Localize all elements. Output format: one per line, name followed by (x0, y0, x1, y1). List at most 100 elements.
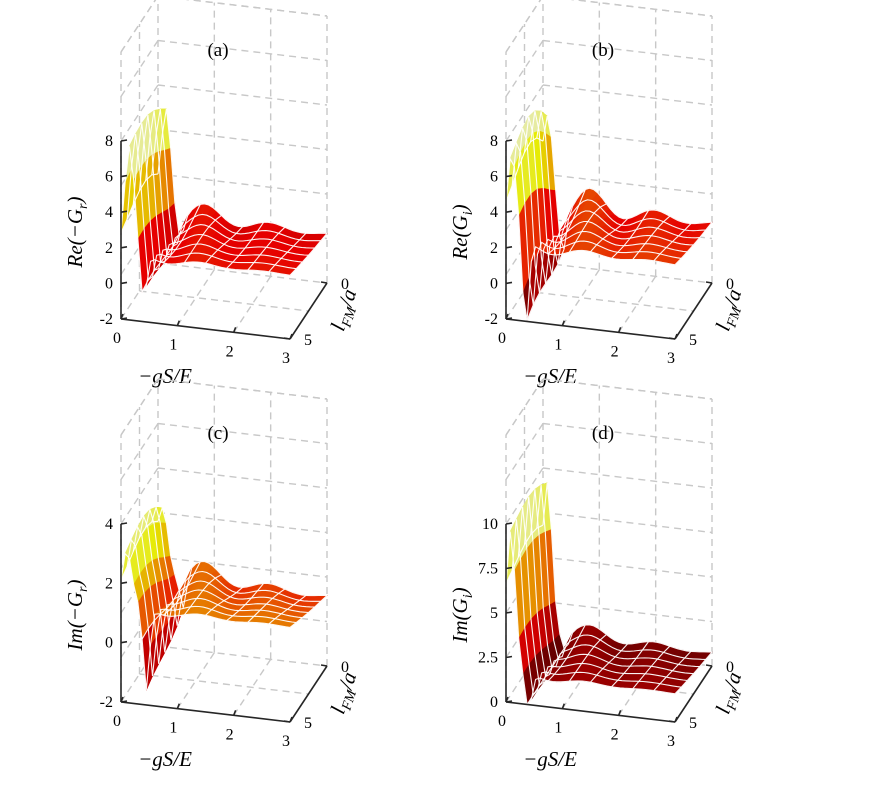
x-axis-line (120, 701, 291, 723)
mesh-line (120, 520, 159, 581)
x-tick (561, 703, 566, 709)
surface-mesh (120, 505, 328, 691)
z-tick-label: 7.5 (478, 561, 498, 578)
z-tick-label: -2 (485, 311, 498, 328)
mesh-line (183, 214, 222, 264)
x-tick-label: 3 (282, 733, 290, 750)
grid-line (542, 600, 713, 623)
z-tick-label: 4 (105, 204, 113, 221)
z-tick (120, 581, 128, 585)
axes (120, 522, 328, 723)
x-tick (674, 333, 678, 340)
z-tick (120, 700, 128, 703)
grid-line (157, 84, 328, 106)
x-axis-line (505, 318, 676, 340)
y-tick (668, 720, 676, 723)
x-axis-line (505, 701, 676, 723)
grid-line (157, 39, 328, 62)
y-axis-label: lFM/a (710, 286, 750, 335)
mesh-line (568, 203, 607, 253)
x-tick-label: 0 (498, 713, 506, 730)
x-tick-label: 1 (554, 337, 562, 354)
z-tick-label: 8 (490, 133, 498, 150)
grid-line (542, 39, 713, 62)
grid-line (570, 0, 713, 17)
y-axis-line (289, 282, 328, 340)
mesh-line (162, 561, 201, 616)
mesh-line (226, 583, 265, 622)
x-tick (289, 333, 293, 340)
x-axis-label: −gS/E (523, 364, 577, 388)
z-tick (505, 700, 513, 703)
z-tick-label: 4 (105, 516, 113, 533)
grid-line (157, 645, 328, 667)
surface (120, 108, 328, 293)
y-tick-label: 5 (304, 715, 312, 732)
z-axis-label: Im(Gi) (448, 587, 476, 643)
x-tick-label: 3 (667, 350, 675, 367)
x-tick (176, 320, 181, 326)
x-tick (289, 716, 293, 723)
panel-title: (c) (207, 423, 228, 444)
z-axis-label: Im(−Gr) (63, 580, 91, 652)
z-tick (120, 317, 128, 320)
mesh-line (289, 595, 328, 628)
surface-mesh (120, 108, 328, 294)
y-tick (283, 720, 291, 723)
z-tick (505, 210, 513, 213)
mesh-line (590, 218, 628, 253)
mesh-line (162, 204, 201, 264)
grid-line (542, 556, 713, 578)
z-tick (505, 139, 513, 142)
x-tick (505, 696, 509, 703)
grid-line (176, 652, 215, 710)
x-axis-label: −gS/E (523, 747, 577, 771)
mesh-line (247, 226, 286, 271)
axes (505, 139, 713, 340)
x-tick (176, 703, 181, 709)
mesh-line (653, 651, 692, 691)
y-tick (320, 281, 328, 284)
mesh-line (289, 232, 328, 276)
mesh-line (590, 643, 628, 683)
y-tick (320, 664, 328, 667)
z-tick (505, 655, 513, 659)
grid-line (157, 422, 328, 445)
mesh-line (268, 232, 307, 273)
y-tick-label: 0 (726, 276, 734, 293)
x-tick (617, 327, 622, 333)
x-tick (674, 716, 678, 723)
mesh-line (157, 108, 328, 236)
mesh-line (632, 645, 671, 690)
z-tick-label: -2 (100, 694, 113, 711)
grid-line (542, 511, 713, 534)
mesh-line (674, 221, 713, 266)
grid-line (176, 269, 215, 327)
y-tick-label: 5 (689, 715, 697, 732)
x-tick (232, 710, 237, 716)
mesh-line (505, 137, 544, 202)
y-axis-line (674, 282, 713, 340)
grid-line (561, 269, 600, 327)
axes (505, 522, 713, 723)
z-tick-label: 4 (490, 204, 498, 221)
grid-line (157, 128, 328, 151)
x-tick-label: 1 (554, 720, 562, 737)
grid-line (157, 262, 328, 284)
grid-line (157, 556, 328, 578)
z-axis-label: Re(−Gr) (63, 197, 91, 269)
z-tick (505, 611, 513, 614)
z-tick (120, 522, 128, 525)
y-tick (668, 337, 676, 340)
x-tick-label: 3 (667, 733, 675, 750)
x-tick-label: 1 (169, 720, 177, 737)
mesh-line (183, 574, 222, 616)
grid-line (542, 173, 713, 195)
mesh-line (247, 588, 286, 623)
y-tick (283, 337, 291, 340)
z-tick (505, 246, 513, 249)
y-axis-label: lFM/a (710, 669, 750, 718)
mesh-line (568, 634, 607, 682)
